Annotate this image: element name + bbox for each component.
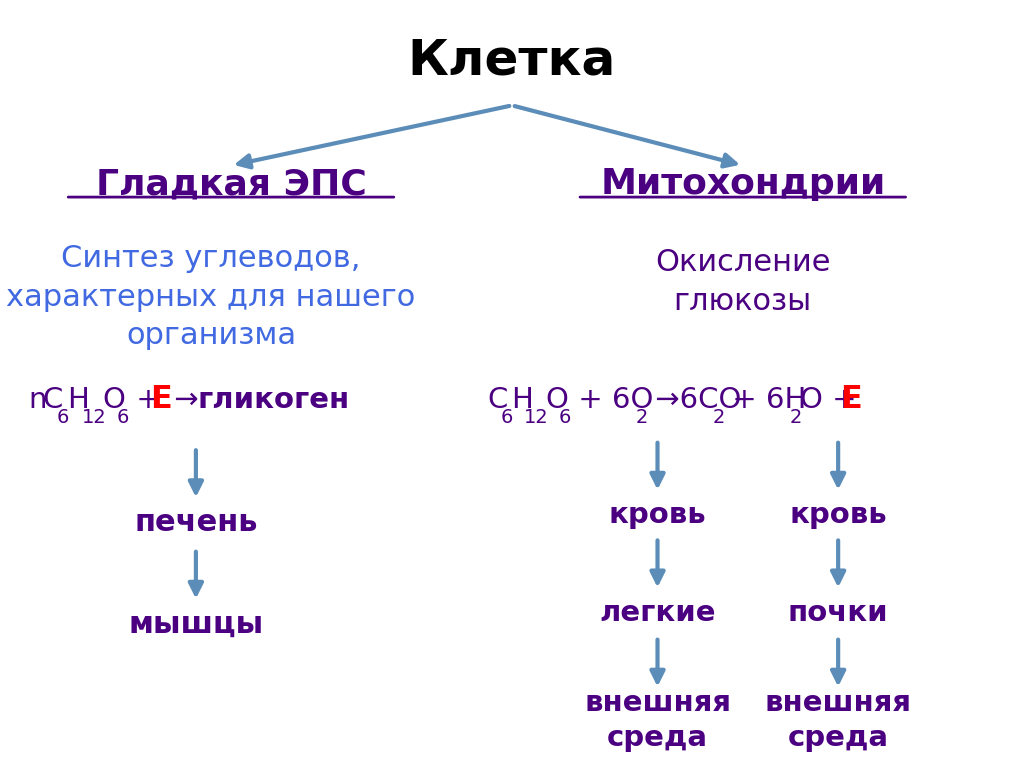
Text: кровь: кровь: [608, 501, 707, 529]
Text: Гладкая ЭПС: Гладкая ЭПС: [95, 167, 367, 201]
Text: + 6H: + 6H: [723, 386, 806, 413]
Text: C: C: [43, 386, 62, 413]
Text: O +: O +: [800, 386, 856, 413]
Text: H: H: [68, 386, 89, 413]
Text: 12: 12: [82, 407, 106, 426]
Text: E: E: [840, 384, 861, 414]
Text: n: n: [29, 386, 47, 413]
Text: 6: 6: [500, 407, 513, 426]
Text: Клетка: Клетка: [408, 36, 616, 84]
Text: мышцы: мышцы: [128, 610, 263, 639]
Text: +: +: [127, 386, 161, 413]
Text: 6: 6: [56, 407, 70, 426]
Text: O: O: [545, 386, 568, 413]
Text: внешняя
среда: внешняя среда: [584, 689, 731, 752]
Text: гликоген: гликоген: [198, 386, 350, 413]
Text: печень: печень: [134, 508, 258, 537]
Text: 2: 2: [636, 407, 648, 426]
Text: 6: 6: [117, 407, 129, 426]
Text: 2: 2: [790, 407, 802, 426]
Text: 6: 6: [558, 407, 570, 426]
Text: Синтез углеводов,
характерных для нашего
организма: Синтез углеводов, характерных для нашего…: [6, 245, 416, 350]
Text: 12: 12: [524, 407, 549, 426]
Text: кровь: кровь: [790, 501, 887, 529]
Text: С: С: [487, 386, 507, 413]
Text: почки: почки: [787, 599, 889, 627]
Text: E: E: [150, 384, 171, 414]
Text: H: H: [511, 386, 532, 413]
Text: + 6O: + 6O: [569, 386, 653, 413]
Text: легкие: легкие: [599, 599, 716, 627]
Text: 2: 2: [713, 407, 725, 426]
Text: →6CO: →6CO: [646, 386, 741, 413]
Text: внешняя
среда: внешняя среда: [765, 689, 911, 752]
Text: O: O: [102, 386, 126, 413]
Text: Митохондрии: Митохондрии: [600, 167, 886, 201]
Text: →: →: [165, 386, 208, 413]
Text: Окисление
глюкозы: Окисление глюкозы: [655, 249, 830, 316]
